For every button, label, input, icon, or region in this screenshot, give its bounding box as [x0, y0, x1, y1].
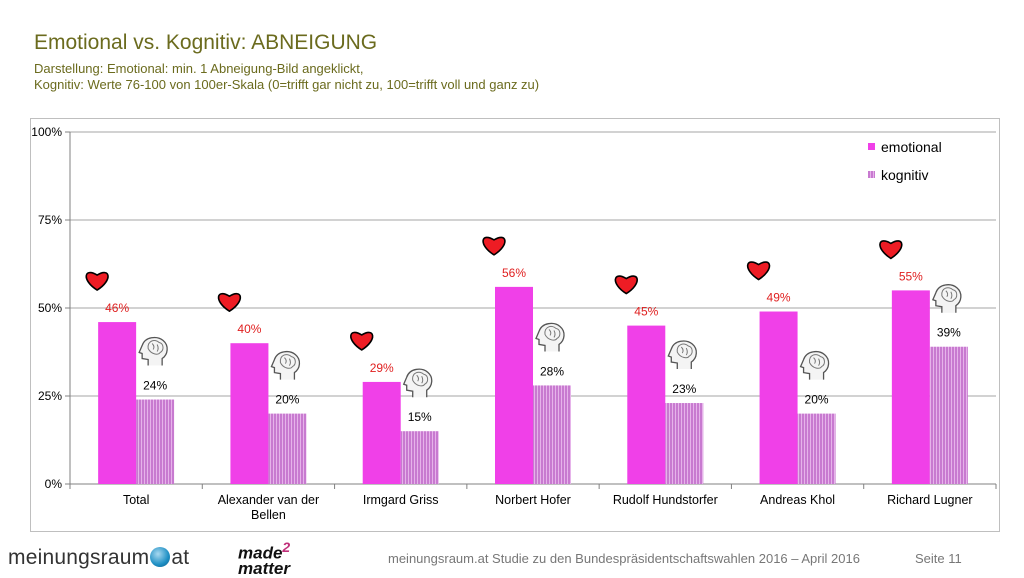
logo-text-right: at [171, 546, 190, 569]
bar-kognitiv [136, 399, 175, 484]
head-brain-icon [535, 322, 565, 352]
x-tick-label: Richard Lugner [887, 493, 972, 507]
footer-study-text: meinungsraum.at Studie zu den Bundespräs… [388, 551, 860, 566]
y-tick-label: 50% [38, 301, 62, 315]
data-label-kognitiv: 24% [143, 379, 167, 393]
data-label-emotional: 40% [237, 322, 261, 336]
bar-emotional [891, 290, 930, 484]
legend-swatch-kognitiv [868, 171, 875, 178]
data-label-kognitiv: 28% [540, 364, 564, 378]
data-label-emotional: 55% [899, 269, 923, 283]
logo2-bottom: matter [238, 558, 290, 578]
data-label-kognitiv: 39% [937, 326, 961, 340]
data-label-emotional: 56% [502, 266, 526, 280]
head-brain-icon [138, 336, 168, 366]
made2matter-logo: made2 matter [238, 539, 291, 578]
head-brain-icon [270, 350, 301, 380]
logo2-top: made [238, 543, 283, 563]
subtitle: Darstellung: Emotional: min. 1 Abneigung… [34, 61, 539, 93]
data-label-emotional: 46% [105, 301, 129, 315]
head-brain-icon [931, 284, 962, 313]
heart-icon [482, 236, 506, 256]
x-tick-label: Irmgard Griss [363, 493, 439, 507]
y-tick-label: 100% [31, 125, 62, 139]
x-tick-label: Total [123, 493, 149, 507]
subtitle-line-1: Darstellung: Emotional: min. 1 Abneigung… [34, 61, 364, 76]
subtitle-line-2: Kognitiv: Werte 76-100 von 100er-Skala (… [34, 77, 540, 92]
bar-emotional [495, 286, 533, 484]
meinungsraum-logo: meinungsraum at [8, 546, 189, 570]
y-tick-label: 75% [38, 213, 62, 227]
x-tick-label: Bellen [251, 508, 286, 522]
data-label-kognitiv: 23% [672, 382, 696, 396]
heart-icon [614, 275, 638, 295]
y-tick-label: 25% [38, 389, 62, 403]
legend-swatch-emotional [868, 143, 875, 150]
chart-frame [30, 118, 1000, 532]
legend-label-emotional: emotional [881, 139, 942, 155]
bar-kognitiv [665, 403, 704, 484]
heart-icon [217, 292, 242, 312]
heart-icon [879, 240, 903, 260]
data-label-kognitiv: 15% [408, 410, 432, 424]
heart-icon [746, 261, 771, 281]
bar-kognitiv [400, 431, 439, 484]
x-tick-label: Alexander van der [218, 493, 319, 507]
data-label-kognitiv: 20% [805, 393, 829, 407]
data-label-emotional: 29% [370, 361, 394, 375]
head-brain-icon [799, 350, 830, 380]
bar-emotional [230, 343, 269, 484]
heart-icon [85, 271, 109, 291]
logo2-num: 2 [282, 539, 291, 555]
y-tick-label: 0% [45, 477, 63, 491]
bar-kognitiv [268, 413, 307, 484]
bar-kognitiv [533, 385, 571, 484]
head-brain-icon [402, 368, 433, 398]
bar-emotional [759, 311, 798, 484]
data-label-emotional: 45% [634, 305, 658, 319]
head-brain-icon [667, 340, 697, 370]
bar-kognitiv [797, 413, 836, 484]
bar-emotional [98, 322, 137, 484]
data-label-emotional: 49% [767, 291, 791, 305]
data-label-kognitiv: 20% [275, 393, 299, 407]
page-title: Emotional vs. Kognitiv: ABNEIGUNG [34, 31, 378, 54]
x-tick-label: Andreas Khol [760, 493, 835, 507]
logo-text-left: meinungsraum [8, 546, 150, 569]
legend-label-kognitiv: kognitiv [881, 167, 928, 183]
page-number: Seite 11 [915, 551, 962, 566]
globe-icon [150, 547, 171, 567]
bar-kognitiv [929, 346, 968, 484]
x-tick-label: Rudolf Hundstorfer [613, 493, 718, 507]
bar-emotional [362, 381, 401, 484]
heart-icon [350, 331, 374, 351]
bar-emotional [627, 325, 666, 484]
x-tick-label: Norbert Hofer [495, 493, 571, 507]
